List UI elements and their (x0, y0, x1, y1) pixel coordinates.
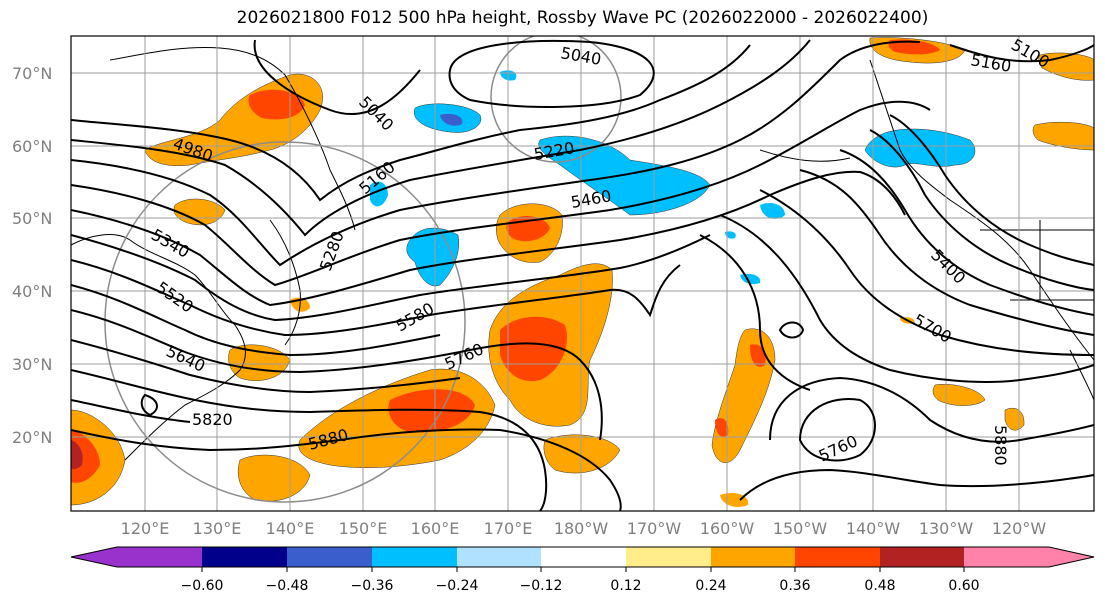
map-frame (70, 35, 1095, 512)
colorbar-outline (70, 546, 1095, 568)
colorbar-tick-4: −0.24 (436, 578, 479, 594)
lon-label-140w: 140°W (846, 519, 901, 538)
colorbar-tick-9: 0.48 (864, 578, 895, 594)
colorbar-extend-high (1049, 547, 1094, 567)
colorbar-bin-10 (880, 547, 964, 567)
contour-label-17: 5400 (927, 245, 969, 287)
longitude-labels: 120°E 130°E 140°E 150°E 160°E 170°E 180°… (121, 519, 1047, 538)
reference-circles (104, 36, 622, 503)
colorbar-extend-low (71, 547, 117, 567)
contour-label-10: 5280 (316, 229, 348, 274)
coastlines (71, 46, 1094, 461)
colorbar-bin-4 (372, 547, 457, 567)
colorbar-bin-5 (457, 547, 541, 567)
map-title: 2026021800 F012 500 hPa height, Rossby W… (236, 8, 929, 28)
lon-label-150e: 150°E (339, 519, 388, 538)
colorbar-tick-7: 0.24 (695, 578, 726, 594)
lat-label-20n: 20°N (12, 428, 52, 447)
contour-label-2: 5040 (559, 43, 602, 69)
colorbar-tick-1: −0.60 (181, 578, 224, 594)
lon-label-150w: 150°W (773, 519, 828, 538)
contour-label-13: 5640 (163, 341, 208, 375)
colorbar-bin-8 (711, 547, 795, 567)
colorbar-tick-3: −0.36 (351, 578, 394, 594)
colorbar-tick-10: 0.60 (948, 578, 979, 594)
lat-label-30n: 30°N (12, 355, 52, 374)
colorbar-bin-11 (964, 547, 1049, 567)
colorbar-bin-2 (202, 547, 287, 567)
colorbar: −0.60 −0.48 −0.36 −0.24 −0.12 0.12 0.24 … (70, 546, 1095, 594)
lat-label-70n: 70°N (12, 64, 52, 83)
colorbar-bin-7 (626, 547, 711, 567)
lon-label-160w: 160°W (700, 519, 755, 538)
contour-label-3: 5100 (1008, 35, 1053, 72)
lat-label-40n: 40°N (12, 282, 52, 301)
colorbar-bin-9 (795, 547, 880, 567)
height-contours (71, 39, 1094, 511)
colorbar-tick-5: −0.12 (520, 578, 563, 594)
lon-label-130w: 130°W (919, 519, 974, 538)
latitude-labels: 70°N 60°N 50°N 40°N 30°N 20°N (12, 64, 52, 447)
colorbar-bin-3 (287, 547, 372, 567)
colorbar-tick-6: 0.12 (610, 578, 641, 594)
contour-label-12: 5580 (393, 299, 438, 336)
colorbar-tick-2: −0.48 (266, 578, 309, 594)
lon-label-120e: 120°E (121, 519, 170, 538)
contour-label-18: 5700 (910, 310, 955, 347)
colorbar-bin-1 (117, 547, 202, 567)
lon-label-130e: 130°E (193, 519, 242, 538)
contour-label-20: 5880 (991, 425, 1010, 466)
contour-label-11: 5520 (153, 278, 197, 317)
contour-label-4: 5160 (969, 50, 1012, 76)
lon-label-170w: 170°W (627, 519, 682, 538)
lon-label-160e: 160°E (411, 519, 460, 538)
lon-label-140e: 140°E (266, 519, 315, 538)
contour-label-9: 5340 (148, 225, 193, 262)
colorbar-tick-8: 0.36 (779, 578, 810, 594)
lat-label-60n: 60°N (12, 137, 52, 156)
contour-label-15: 5820 (192, 410, 233, 429)
gridlines (71, 36, 1094, 511)
lon-label-120w: 120°W (992, 519, 1047, 538)
contour-label-8: 5460 (569, 186, 612, 212)
lat-label-50n: 50°N (12, 209, 52, 228)
lon-label-180w: 180°W (554, 519, 609, 538)
colorbar-bin-6 (541, 547, 626, 567)
lon-label-170e: 170°E (484, 519, 533, 538)
